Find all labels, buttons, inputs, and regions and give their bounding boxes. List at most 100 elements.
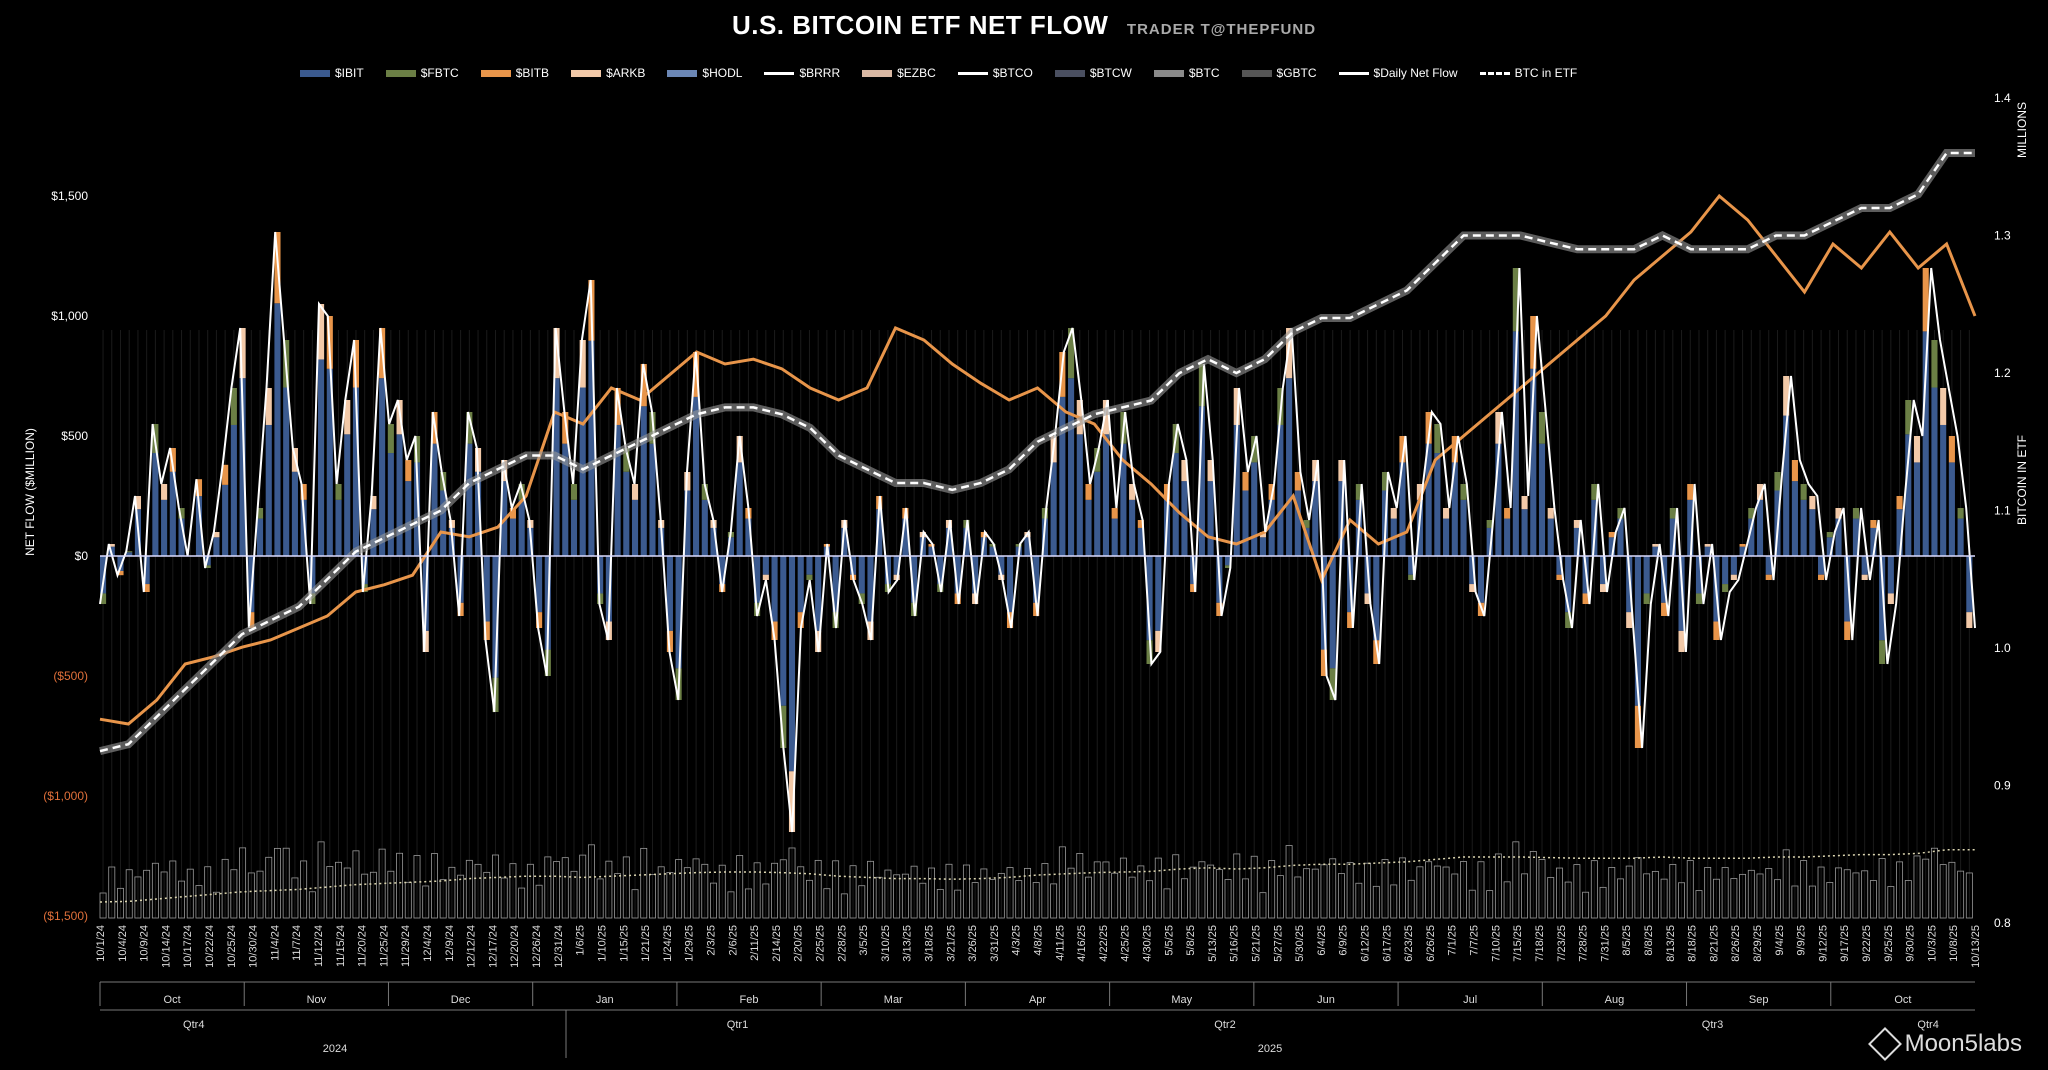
volume-bar xyxy=(1050,883,1058,919)
date-tick-label: 6/12/25 xyxy=(1360,925,1372,962)
flow-bar-ibit xyxy=(614,424,621,556)
volume-bar xyxy=(997,872,1005,919)
flow-bar-ibit xyxy=(1913,462,1921,556)
flow-bar-other xyxy=(1085,484,1092,500)
flow-bar-other xyxy=(1320,649,1328,676)
volume-bar xyxy=(1800,860,1808,919)
volume-bar xyxy=(221,858,229,919)
volume-bar xyxy=(317,841,325,919)
moon5labs-logo-icon xyxy=(1867,1027,1902,1061)
volume-bar xyxy=(1896,861,1904,919)
volume-bar xyxy=(753,862,761,919)
flow-bar-ibit xyxy=(1643,556,1650,594)
legend-item-8: $BTCW xyxy=(1054,66,1132,80)
volume-bar xyxy=(186,868,194,919)
flow-bar-ibit xyxy=(806,556,813,575)
legend-label: $BTCW xyxy=(1089,66,1132,80)
flow-bar-other xyxy=(666,630,673,652)
date-tick-label: 11/25/24 xyxy=(378,925,390,967)
flow-bar-other xyxy=(536,612,543,628)
volume-bar xyxy=(1774,879,1781,919)
volume-bar xyxy=(1782,849,1790,919)
flow-bar-other xyxy=(352,340,360,388)
month-label: Aug xyxy=(1605,994,1625,1006)
date-tick-label: 12/9/24 xyxy=(444,925,456,962)
flow-bar-ibit xyxy=(1172,453,1179,556)
flow-bar-other xyxy=(1504,508,1511,519)
volume-bar xyxy=(779,859,787,919)
date-tick-label: 5/30/25 xyxy=(1294,925,1306,962)
flow-bar-other xyxy=(1643,593,1650,604)
volume-bar xyxy=(762,883,770,919)
volume-bar xyxy=(1678,882,1685,919)
flow-bar-other xyxy=(1582,593,1589,604)
volume-bar xyxy=(195,885,203,919)
legend-swatch xyxy=(300,69,330,77)
volume-bar xyxy=(840,893,848,919)
flow-bar-other xyxy=(1094,448,1101,472)
left-tick-label: $1,000 xyxy=(51,309,88,323)
flow-bar-other xyxy=(126,551,133,553)
volume-bar xyxy=(1555,867,1563,919)
volume-bar xyxy=(1965,872,1973,919)
month-label: Oct xyxy=(1894,994,1911,1006)
flow-bar-other xyxy=(989,544,996,547)
flow-bar-ibit xyxy=(335,499,342,556)
date-tick-label: 2/25/25 xyxy=(814,925,826,962)
flow-bar-other xyxy=(509,508,516,519)
date-tick-label: 10/17/24 xyxy=(182,925,194,968)
flow-bar-other xyxy=(570,484,578,500)
flow-bar-ibit xyxy=(1730,556,1737,575)
flow-bar-ibit xyxy=(1373,556,1380,641)
flow-bar-other xyxy=(256,508,264,519)
flow-bar-ibit xyxy=(1303,527,1310,556)
volume-bar xyxy=(265,856,273,919)
flow-bar-other xyxy=(457,602,464,616)
volume-bar xyxy=(1791,885,1799,919)
date-tick-label: 10/9/24 xyxy=(139,925,151,962)
date-tick-label: 3/21/25 xyxy=(945,925,957,962)
flow-bar-ibit xyxy=(762,556,769,575)
flow-bar-ibit xyxy=(1033,556,1040,603)
date-tick-label: 3/13/25 xyxy=(902,925,914,962)
flow-bar-other xyxy=(1190,584,1197,592)
volume-bar xyxy=(736,855,744,919)
date-tick-label: 2/20/25 xyxy=(793,925,805,962)
date-tick-label: 6/26/25 xyxy=(1425,925,1437,962)
volume-bar xyxy=(430,853,438,919)
volume-bar xyxy=(343,867,351,919)
volume-bar xyxy=(1041,863,1049,919)
flow-bar-ibit xyxy=(675,556,682,669)
flow-bar-other xyxy=(1425,412,1432,444)
flow-bar-other xyxy=(1111,508,1118,519)
date-tick-label: 12/26/24 xyxy=(531,925,543,968)
flow-bar-ibit xyxy=(1695,556,1703,594)
volume-bar xyxy=(474,863,482,919)
volume-bar xyxy=(239,847,247,919)
flow-bar-ibit xyxy=(344,434,351,556)
flow-bar-other xyxy=(858,593,865,604)
flow-bar-other xyxy=(1495,412,1502,444)
volume-bar xyxy=(1207,864,1215,919)
flow-bar-ibit xyxy=(1233,424,1240,556)
flow-bar-other xyxy=(1146,640,1153,664)
flow-bar-ibit xyxy=(1809,509,1816,556)
volume-bar xyxy=(954,889,962,919)
flow-bar-other xyxy=(1913,436,1921,463)
flow-bar-ibit xyxy=(1268,499,1275,556)
volume-bar xyxy=(1093,861,1101,919)
legend-item-1: $FBTC xyxy=(385,66,459,80)
flow-bar-ibit xyxy=(623,471,630,556)
volume-bar xyxy=(1599,886,1607,919)
date-tick-label: 7/28/25 xyxy=(1578,925,1590,962)
flow-bar-ibit xyxy=(710,527,717,556)
flow-bar-ibit xyxy=(1748,518,1755,556)
flow-bar-other xyxy=(1870,520,1877,528)
flow-bar-other xyxy=(265,388,272,425)
flow-bar-other xyxy=(1722,584,1729,592)
volume-bar xyxy=(282,847,290,919)
volume-bar xyxy=(1643,873,1651,919)
volume-bar xyxy=(980,868,988,919)
flow-bar-ibit xyxy=(1844,556,1851,622)
date-tick-label: 11/7/24 xyxy=(291,925,303,961)
